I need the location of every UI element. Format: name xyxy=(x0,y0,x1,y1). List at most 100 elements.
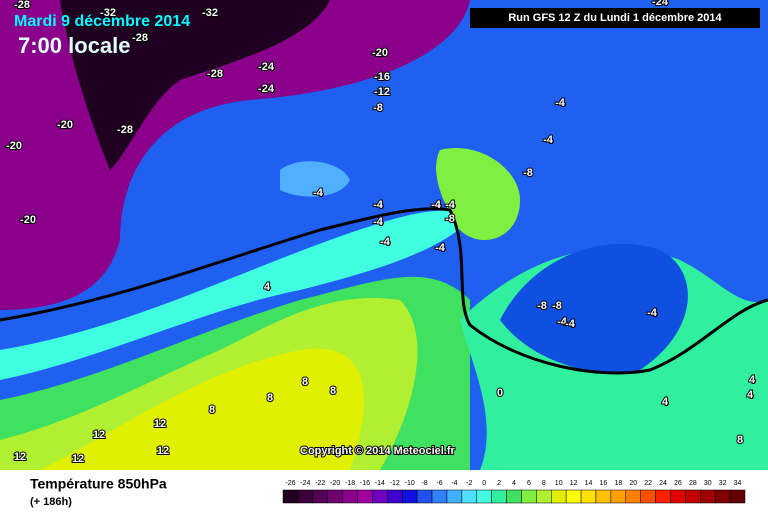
contour-label: -4 xyxy=(555,97,566,109)
legend-swatch xyxy=(565,489,582,504)
legend-tick-label: 24 xyxy=(659,480,667,487)
contour-label: 8 xyxy=(209,404,215,416)
legend-swatch xyxy=(640,489,656,504)
zone-greenland xyxy=(60,0,330,170)
legend-tick-label: 20 xyxy=(629,480,637,487)
contour-label: -32 xyxy=(202,7,218,19)
legend-swatch xyxy=(729,489,746,504)
contour-label: 12 xyxy=(157,445,169,457)
contour-label: -4 xyxy=(435,242,446,254)
contour-label: -24 xyxy=(258,83,275,95)
contour-label: -8 xyxy=(552,300,562,312)
legend-tick-label: 0 xyxy=(482,480,486,487)
legend-swatch xyxy=(387,489,403,504)
contour-label: -4 xyxy=(647,307,658,319)
legend-swatch xyxy=(625,489,641,504)
contour-label: -4 xyxy=(431,199,442,211)
legend-tick-label: -20 xyxy=(330,480,340,487)
legend-tick-label: -22 xyxy=(315,480,325,487)
legend-swatch xyxy=(595,489,612,504)
legend-swatch xyxy=(297,489,314,504)
legend-tick-label: -12 xyxy=(390,480,400,487)
legend-swatch xyxy=(372,489,388,504)
contour-label: -4 xyxy=(557,316,568,328)
zone-britain xyxy=(436,148,520,240)
zone-cyan xyxy=(0,210,470,380)
contour-label: -20 xyxy=(20,214,36,226)
contour-label: -28 xyxy=(14,0,30,11)
contour-label: -24 xyxy=(258,61,275,73)
legend-tick-label: 26 xyxy=(674,480,682,487)
legend-swatch xyxy=(401,489,418,504)
legend-swatch xyxy=(700,489,716,504)
contour-label: 4 xyxy=(662,396,669,408)
contour-label: -4 xyxy=(373,199,384,211)
legend-swatch xyxy=(506,489,522,504)
contour-label: -8 xyxy=(523,167,533,179)
zero-isotherm xyxy=(0,207,768,375)
parameter-name: Température 850hPa xyxy=(30,476,167,492)
legend-tick-label: 14 xyxy=(585,480,593,487)
legend-tick-label: 10 xyxy=(555,480,563,487)
contour-label: 12 xyxy=(93,429,105,441)
zone-cold-europe xyxy=(500,243,688,373)
contour-label: -28 xyxy=(207,68,223,80)
legend-swatch xyxy=(670,489,686,504)
legend-tick-label: 28 xyxy=(689,480,697,487)
contour-label: -24 xyxy=(652,0,669,8)
legend-swatch xyxy=(551,489,567,504)
run-box xyxy=(470,8,760,28)
contour-label: -4 xyxy=(380,236,391,248)
legend-tick-label: -10 xyxy=(405,480,415,487)
contour-label: -4 xyxy=(373,216,384,228)
zone-cold-pool xyxy=(280,161,350,197)
legend-swatch xyxy=(327,489,343,504)
legend-tick-label: -18 xyxy=(345,480,355,487)
contour-label: -16 xyxy=(374,71,390,83)
contour-label: 12 xyxy=(72,453,84,465)
legend-swatch xyxy=(491,489,507,504)
contour-label: -28 xyxy=(117,124,133,136)
contour-label: -4 xyxy=(313,187,324,199)
legend-tick-label: -16 xyxy=(360,480,370,487)
contour-label: 8 xyxy=(302,376,308,388)
legend-swatch xyxy=(536,489,552,504)
legend-tick-label: -2 xyxy=(466,480,472,487)
legend-tick-label: 16 xyxy=(600,480,608,487)
legend-swatch xyxy=(282,489,299,504)
legend-swatch xyxy=(446,489,463,504)
legend-tick-label: -4 xyxy=(451,480,457,487)
contour-label: -4 xyxy=(565,318,576,330)
contour-label: 12 xyxy=(154,418,166,430)
contour-label: -12 xyxy=(374,86,390,98)
contour-label: -8 xyxy=(445,213,455,225)
legend-swatch xyxy=(714,489,731,504)
legend-swatch xyxy=(416,489,433,504)
contour-label: 0 xyxy=(497,387,503,399)
legend-tick-label: 6 xyxy=(527,480,531,487)
contour-label: -28 xyxy=(132,32,148,44)
contour-label: -20 xyxy=(372,47,388,59)
legend-tick-label: 12 xyxy=(570,480,578,487)
legend-swatch xyxy=(342,489,358,504)
legend-swatch xyxy=(461,489,477,504)
legend-swatch xyxy=(357,489,373,504)
run-info: Run GFS 12 Z du Lundi 1 décembre 2014 xyxy=(508,12,722,24)
legend-swatch xyxy=(580,489,597,504)
contour-label: 4 xyxy=(747,389,754,401)
legend-swatch xyxy=(431,489,448,504)
legend-tick-label: -6 xyxy=(436,480,442,487)
contour-label: -4 xyxy=(445,199,456,211)
legend-tick-label: 30 xyxy=(704,480,712,487)
legend-swatch xyxy=(610,489,627,504)
legend-tick-label: 18 xyxy=(614,480,622,487)
legend-swatch xyxy=(476,489,492,504)
legend-swatch xyxy=(521,489,537,504)
legend-tick-label: 22 xyxy=(644,480,652,487)
lead-time: (+ 186h) xyxy=(30,496,72,508)
map-time: 7:00 locale xyxy=(18,33,131,58)
contour-label: -4 xyxy=(543,134,554,146)
legend-tick-label: 2 xyxy=(497,480,501,487)
